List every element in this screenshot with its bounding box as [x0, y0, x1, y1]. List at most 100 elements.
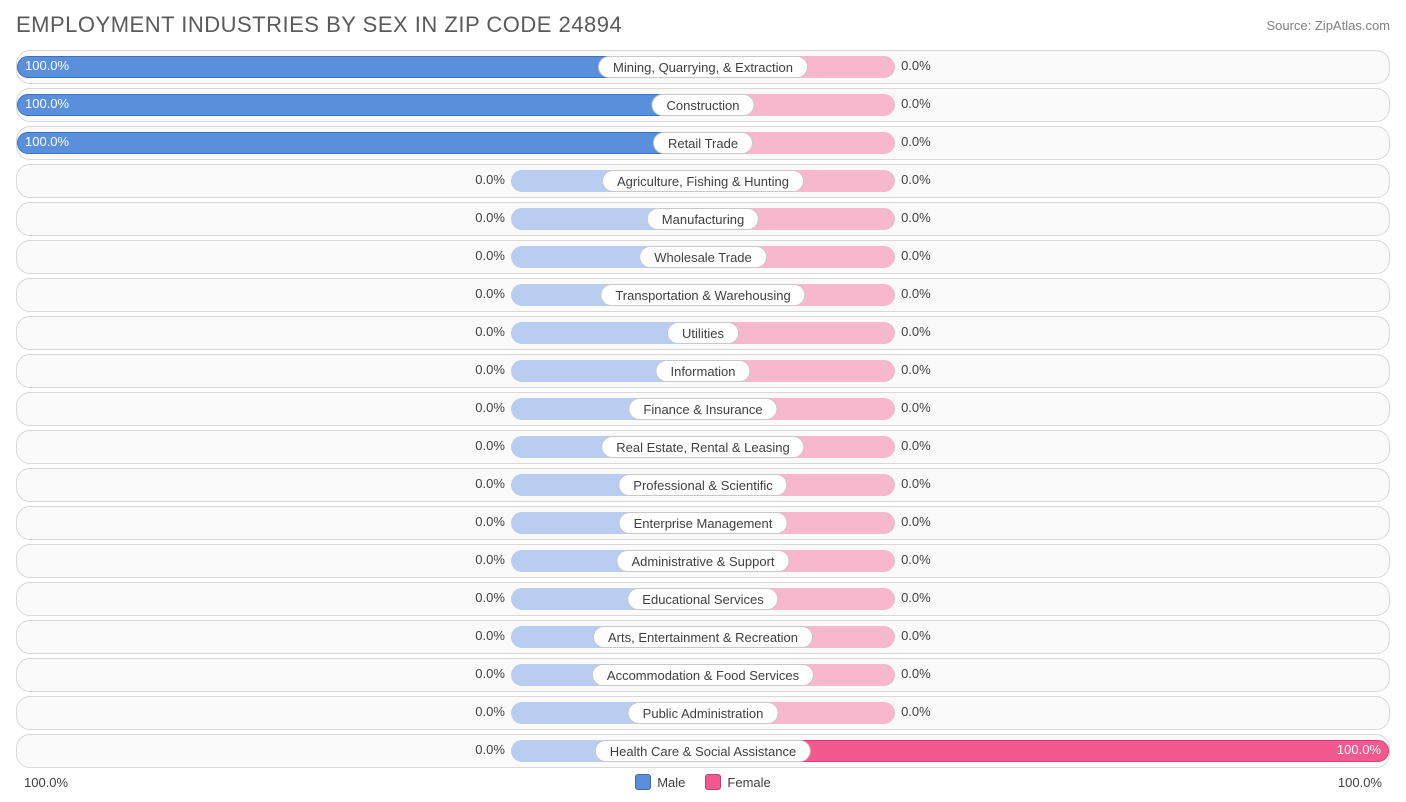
male-pct-label: 0.0%	[475, 590, 505, 605]
female-pct-label: 0.0%	[901, 134, 931, 149]
category-label: Agriculture, Fishing & Hunting	[602, 170, 804, 192]
legend-female-swatch	[705, 774, 721, 790]
female-pct-label: 0.0%	[901, 514, 931, 529]
chart-row: 0.0% 0.0% Administrative & Support	[16, 544, 1390, 578]
chart-row: 0.0% 100.0% Health Care & Social Assistanc…	[16, 734, 1390, 768]
female-half: 0.0%	[703, 203, 1389, 235]
female-pct-label: 0.0%	[901, 324, 931, 339]
male-pct-label: 0.0%	[475, 666, 505, 681]
female-pct-label: 0.0%	[901, 476, 931, 491]
male-pct-label: 0.0%	[475, 704, 505, 719]
female-half: 0.0%	[703, 431, 1389, 463]
chart-row: 100.0%0.0%Retail Trade	[16, 126, 1390, 160]
female-pct-label: 100.0%	[1337, 742, 1381, 757]
chart-row: 0.0%0.0%Real Estate, Rental & Leasing	[16, 430, 1390, 464]
chart-row: 0.0% 0.0% Educational Services	[16, 582, 1390, 616]
female-half: 0.0%	[703, 355, 1389, 387]
chart-row: 100.0% 0.0% Mining, Quarrying, & Extractio…	[16, 50, 1390, 84]
male-pct-label: 0.0%	[475, 438, 505, 453]
female-half: 0.0%	[703, 317, 1389, 349]
category-label: Finance & Insurance	[628, 398, 777, 420]
male-half: 100.0%	[17, 89, 703, 121]
category-label: Manufacturing	[647, 208, 759, 230]
category-label: Mining, Quarrying, & Extraction	[598, 56, 808, 78]
chart-row: 0.0%0.0%Manufacturing	[16, 202, 1390, 236]
male-pct-label: 0.0%	[475, 248, 505, 263]
category-label: Professional & Scientific	[618, 474, 787, 496]
male-pct-label: 0.0%	[475, 324, 505, 339]
female-pct-label: 0.0%	[901, 362, 931, 377]
chart-row: 0.0% 0.0% Utilities	[16, 316, 1390, 350]
legend-male: Male	[635, 774, 685, 790]
male-half: 0.0%	[17, 545, 703, 577]
male-pct-label: 100.0%	[25, 96, 69, 111]
female-pct-label: 0.0%	[901, 552, 931, 567]
category-label: Administrative & Support	[616, 550, 789, 572]
chart-footer: 100.0% Male Female 100.0%	[16, 774, 1390, 790]
male-half: 0.0%	[17, 697, 703, 729]
diverging-bar-chart: 100.0% 0.0% Mining, Quarrying, & Extractio…	[16, 50, 1390, 768]
chart-title: EMPLOYMENT INDUSTRIES BY SEX IN ZIP CODE…	[16, 12, 622, 38]
male-bar	[17, 94, 703, 116]
legend-male-swatch	[635, 774, 651, 790]
category-label: Enterprise Management	[619, 512, 788, 534]
legend-female: Female	[705, 774, 770, 790]
male-pct-label: 100.0%	[25, 134, 69, 149]
male-pct-label: 0.0%	[475, 552, 505, 567]
category-label: Construction	[652, 94, 755, 116]
chart-row: 0.0% 0.0% Enterprise Management	[16, 506, 1390, 540]
category-label: Health Care & Social Assistance	[595, 740, 811, 762]
female-half: 0.0%	[703, 697, 1389, 729]
male-pct-label: 100.0%	[25, 58, 69, 73]
category-label: Accommodation & Food Services	[592, 664, 814, 686]
male-half: 0.0%	[17, 583, 703, 615]
chart-row: 0.0% 0.0% Transportation & Warehousing	[16, 278, 1390, 312]
male-pct-label: 0.0%	[475, 172, 505, 187]
male-half: 0.0%	[17, 507, 703, 539]
category-label: Public Administration	[628, 702, 779, 724]
female-pct-label: 0.0%	[901, 704, 931, 719]
category-label: Transportation & Warehousing	[600, 284, 805, 306]
female-half: 0.0%	[703, 469, 1389, 501]
male-pct-label: 0.0%	[475, 400, 505, 415]
chart-header: EMPLOYMENT INDUSTRIES BY SEX IN ZIP CODE…	[16, 12, 1390, 38]
female-pct-label: 0.0%	[901, 590, 931, 605]
male-pct-label: 0.0%	[475, 286, 505, 301]
chart-row: 0.0%0.0%Wholesale Trade	[16, 240, 1390, 274]
female-half: 0.0%	[703, 127, 1389, 159]
female-pct-label: 0.0%	[901, 96, 931, 111]
male-half: 0.0%	[17, 431, 703, 463]
female-pct-label: 0.0%	[901, 628, 931, 643]
chart-row: 100.0% 0.0% Construction	[16, 88, 1390, 122]
male-half: 0.0%	[17, 469, 703, 501]
female-half: 0.0%	[703, 241, 1389, 273]
female-half: 0.0%	[703, 583, 1389, 615]
female-pct-label: 0.0%	[901, 438, 931, 453]
male-half: 0.0%	[17, 165, 703, 197]
male-pct-label: 0.0%	[475, 742, 505, 757]
female-half: 0.0%	[703, 89, 1389, 121]
chart-row: 0.0%0.0%Finance & Insurance	[16, 392, 1390, 426]
chart-row: 0.0%0.0%Arts, Entertainment & Recreation	[16, 620, 1390, 654]
category-label: Utilities	[667, 322, 739, 344]
chart-row: 0.0% 0.0% Public Administration	[16, 696, 1390, 730]
female-half: 0.0%	[703, 507, 1389, 539]
male-half: 0.0%	[17, 393, 703, 425]
female-pct-label: 0.0%	[901, 666, 931, 681]
category-label: Information	[655, 360, 750, 382]
male-half: 0.0%	[17, 203, 703, 235]
female-pct-label: 0.0%	[901, 286, 931, 301]
female-half: 0.0%	[703, 393, 1389, 425]
male-half: 0.0%	[17, 241, 703, 273]
male-pct-label: 0.0%	[475, 514, 505, 529]
category-label: Educational Services	[627, 588, 778, 610]
female-pct-label: 0.0%	[901, 58, 931, 73]
male-pct-label: 0.0%	[475, 476, 505, 491]
female-half: 0.0%	[703, 545, 1389, 577]
male-bar	[17, 132, 703, 154]
male-half: 0.0%	[17, 355, 703, 387]
legend: Male Female	[635, 774, 771, 790]
chart-row: 0.0% 0.0% Professional & Scientific	[16, 468, 1390, 502]
male-half: 100.0%	[17, 127, 703, 159]
category-label: Wholesale Trade	[639, 246, 767, 268]
